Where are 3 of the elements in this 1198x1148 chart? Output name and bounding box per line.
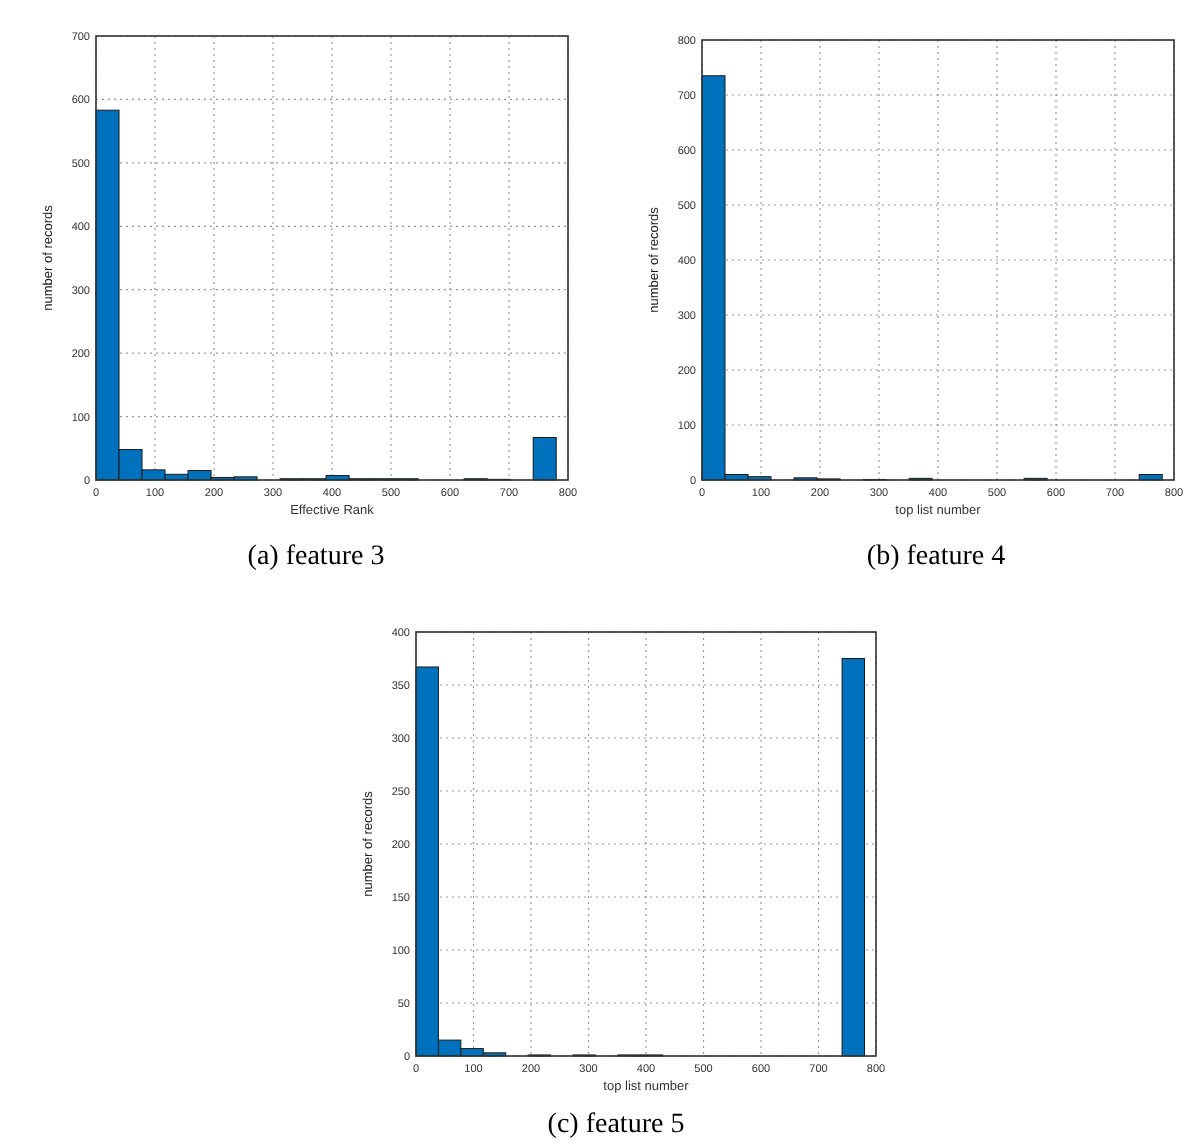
text: (c) feature 5 [547, 1110, 685, 1140]
text: (a) feature 3 [247, 542, 385, 572]
text: (b) feature 4 [866, 542, 1006, 572]
